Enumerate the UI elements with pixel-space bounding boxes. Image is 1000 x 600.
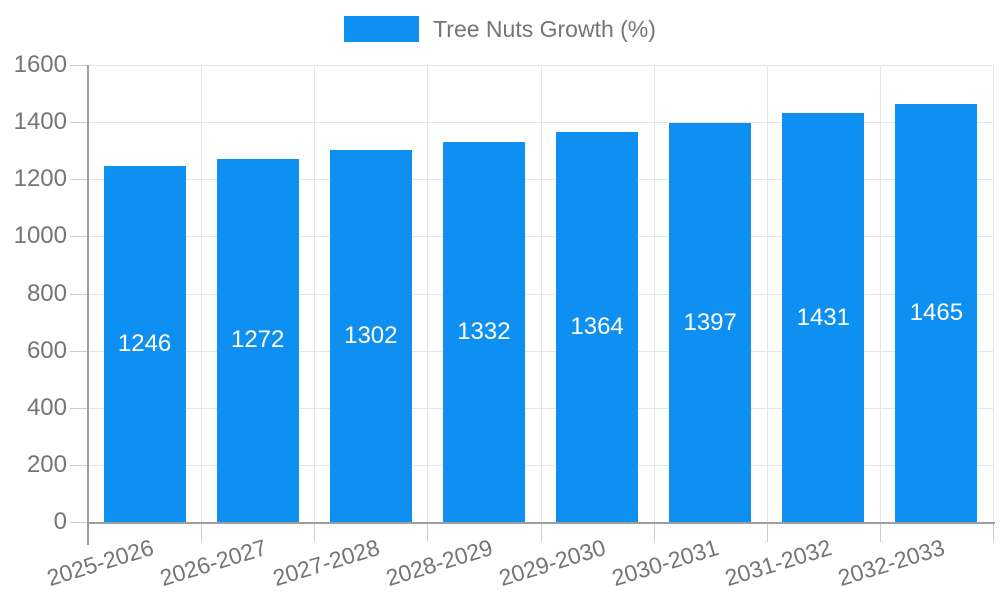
bar[interactable] [103, 166, 186, 522]
x-axis-tick [880, 522, 881, 542]
y-tick-label: 400 [26, 394, 67, 421]
y-axis-line [87, 65, 89, 545]
y-tick-label: 1400 [13, 108, 67, 135]
x-tick-label: 2029-2030 [495, 534, 609, 592]
bar[interactable] [216, 158, 299, 522]
v-gridline [993, 65, 994, 522]
y-tick-label: 0 [53, 508, 67, 535]
v-gridline [541, 65, 542, 522]
y-tick-label: 200 [26, 451, 67, 478]
bar-value-label: 1397 [683, 308, 737, 336]
h-gridline [88, 65, 993, 66]
bar-value-label: 1272 [230, 326, 285, 354]
legend-swatch [344, 16, 420, 42]
x-axis-tick [993, 522, 994, 542]
x-tick-label: 2028-2029 [382, 534, 496, 592]
y-axis-tick [70, 65, 88, 66]
x-tick-label: 2025-2026 [43, 534, 157, 592]
h-gridline [88, 408, 993, 409]
x-tick-label: 2027-2028 [269, 534, 383, 592]
y-axis-tick [70, 294, 88, 295]
y-axis-tick [70, 179, 88, 180]
v-gridline [427, 65, 428, 522]
v-gridline [880, 65, 881, 522]
h-gridline [88, 465, 993, 466]
h-gridline [88, 179, 993, 180]
h-gridline [88, 236, 993, 237]
legend-label: Tree Nuts Growth (%) [433, 16, 656, 42]
x-axis-tick [427, 522, 428, 542]
h-gridline [88, 351, 993, 352]
x-tick-label: 2030-2031 [609, 534, 722, 592]
y-tick-label: 1000 [13, 222, 67, 249]
v-gridline [201, 65, 202, 522]
h-gridline [88, 294, 993, 295]
bar[interactable] [669, 123, 752, 522]
x-axis-tick [541, 522, 542, 542]
v-gridline [767, 65, 768, 522]
bar-value-label: 1302 [344, 322, 398, 350]
bar-value-label: 1332 [457, 317, 511, 345]
y-axis-tick [70, 236, 88, 237]
y-axis-tick [70, 351, 88, 352]
v-gridline [654, 65, 655, 522]
bar-value-label: 1364 [570, 313, 624, 341]
y-tick-label: 1200 [13, 165, 67, 192]
bar-value-label: 1246 [117, 330, 172, 358]
x-axis-tick [201, 522, 202, 542]
y-tick-label: 1600 [13, 51, 67, 78]
bar[interactable] [329, 150, 412, 522]
y-tick-label: 600 [26, 337, 67, 364]
x-axis-tick [767, 522, 768, 542]
bar[interactable] [782, 113, 865, 522]
x-tick-label: 2031-2032 [722, 534, 835, 592]
h-gridline [88, 122, 993, 123]
x-axis-tick [654, 522, 655, 542]
bar-value-label: 1465 [909, 298, 964, 326]
v-gridline [314, 65, 315, 522]
y-axis-tick [70, 408, 88, 409]
y-axis-tick [70, 465, 88, 466]
x-tick-label: 2032-2033 [835, 534, 949, 592]
bar[interactable] [556, 132, 639, 522]
y-axis-tick [70, 522, 88, 523]
y-tick-label: 800 [26, 280, 67, 307]
bar[interactable] [442, 141, 525, 522]
x-axis-tick [314, 522, 315, 542]
y-axis-tick [70, 122, 88, 123]
bar[interactable] [895, 103, 978, 522]
legend[interactable]: Tree Nuts Growth (%) [0, 16, 1000, 42]
bar-value-label: 1431 [796, 303, 850, 331]
x-axis-line [88, 522, 995, 524]
x-tick-label: 2026-2027 [156, 534, 270, 592]
